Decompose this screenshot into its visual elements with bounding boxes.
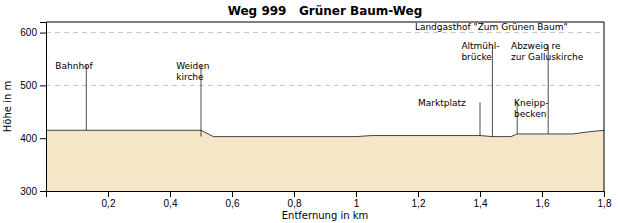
axis-line: [47, 192, 605, 198]
tick-mark: [418, 191, 419, 197]
title: Weg 999 Grüner Baum-Weg: [228, 4, 423, 18]
tick: 1,2: [412, 191, 426, 209]
annotation: Marktplatz: [418, 98, 466, 108]
annotation-line: Bahnhof: [55, 61, 93, 71]
tick: 1: [354, 191, 360, 209]
tick-label: 0,4: [164, 198, 178, 209]
tick-label: 1,8: [598, 198, 612, 209]
x-axis-title: Entfernung in km: [282, 210, 369, 221]
tick: 600: [20, 27, 46, 38]
annotation-line: Abzweig re: [511, 41, 561, 51]
x-axis: 0,2 0,4 0,6 0,8 1 1,2 1,4 1,6 1,8: [47, 191, 612, 209]
annotation: Bahnhof: [55, 61, 93, 71]
chart: 0,2 0,4 0,6 0,8 1 1,2 1,4 1,6 1,8 300 400 500 600 Bah…: [0, 0, 618, 223]
tick-label: 1,6: [536, 198, 550, 209]
annotation: Kneipp-becken: [514, 98, 548, 119]
tick-label: 0,6: [226, 198, 240, 209]
annotation-line: zur Galluskirche: [511, 52, 584, 62]
marks: [46, 45, 604, 191]
tick-label: 1,4: [474, 198, 488, 209]
terrain-line: [46, 130, 604, 136]
pointer-line: [492, 45, 493, 136]
pointer-line: [480, 102, 481, 135]
tick-mark: [40, 138, 46, 139]
tick-label: 400: [20, 133, 37, 144]
tick-mark: [170, 191, 171, 197]
annotation: Landgasthof "Zum Grünen Baum": [415, 22, 568, 32]
tick-label: 0,2: [102, 198, 116, 209]
tick-label: 1: [354, 198, 360, 209]
tick: 0,8: [288, 191, 302, 209]
tick: 0,2: [102, 191, 116, 209]
grid: [46, 33, 604, 191]
annotation-line: Landgasthof "Zum Grünen Baum": [415, 22, 568, 32]
tick-label: 1,2: [412, 198, 426, 209]
tick-mark: [294, 191, 295, 197]
annotation: Altmühl-brücke: [461, 41, 499, 62]
pointer-line: [86, 65, 87, 130]
pointers: [86, 45, 548, 136]
tick-label: 600: [20, 27, 37, 38]
tick-mark: [604, 191, 605, 197]
tick-label: 300: [20, 186, 37, 197]
grid-line: [46, 85, 604, 86]
annotation-line: Altmühl-: [461, 41, 499, 51]
annotation-line: Kneipp-: [514, 98, 548, 108]
tick: 300: [20, 186, 46, 197]
tick-mark: [108, 191, 109, 197]
annotation: Weidenkirche: [176, 61, 209, 82]
plot: 0,2 0,4 0,6 0,8 1 1,2 1,4 1,6 1,8 300 400 500 600 Bah…: [20, 22, 612, 209]
tick: 1,6: [536, 191, 550, 209]
tick-label: 0,8: [288, 198, 302, 209]
y-axis-title: Höhe in m: [2, 81, 13, 132]
annotation-line: Marktplatz: [418, 98, 466, 108]
annotation-line: kirche: [176, 72, 204, 82]
tick-mark: [40, 85, 46, 86]
tick: 0,4: [164, 191, 178, 209]
tick-mark: [542, 191, 543, 197]
tick: 0,6: [226, 191, 240, 209]
tick-mark: [40, 191, 46, 192]
tick: 400: [20, 133, 46, 144]
annotation-line: becken: [514, 109, 546, 119]
annotations: Bahnhof Weidenkirche Marktplatz Kneipp-beck…: [55, 22, 583, 118]
tick: 1,8: [598, 191, 612, 209]
tick-label: 500: [20, 80, 37, 91]
y-axis: 300 400 500 600: [20, 23, 46, 197]
terrain-area: [46, 130, 604, 191]
tick: 500: [20, 80, 46, 91]
annotation: Abzweig rezur Galluskirche: [511, 41, 584, 62]
tick-mark: [40, 33, 46, 34]
tick: 1,4: [474, 191, 488, 209]
tick-mark: [356, 191, 357, 197]
tick-mark: [232, 191, 233, 197]
tick-mark: [480, 191, 481, 197]
axis-line: [40, 23, 47, 192]
annotation-line: brücke: [461, 52, 492, 62]
frame: [604, 22, 605, 191]
annotation-line: Weiden: [176, 61, 209, 71]
